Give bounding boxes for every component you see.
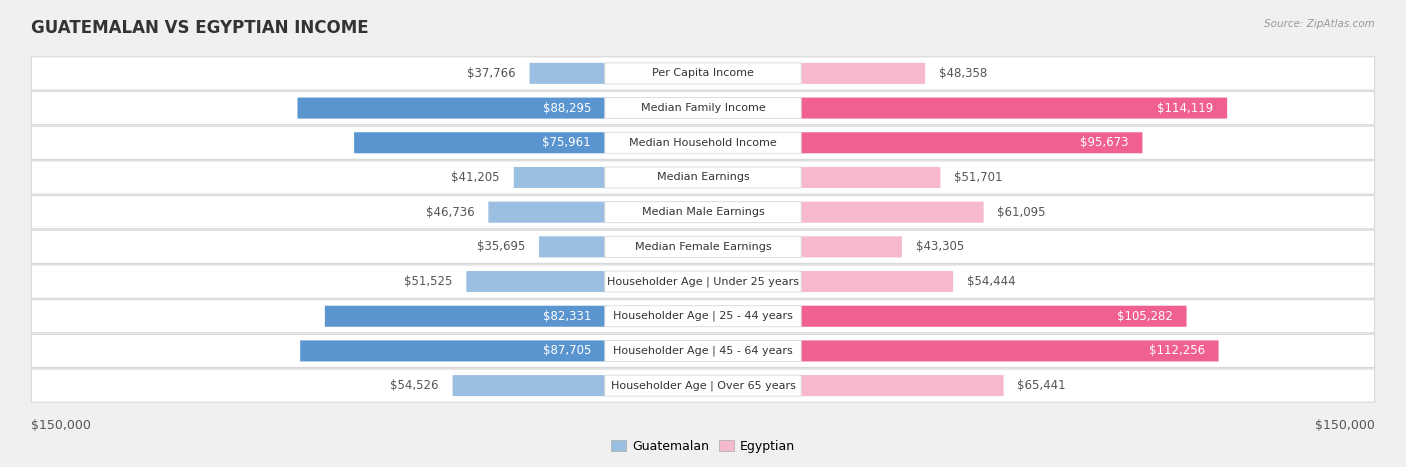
Text: Householder Age | Under 25 years: Householder Age | Under 25 years: [607, 276, 799, 287]
Text: $65,441: $65,441: [1018, 379, 1066, 392]
FancyBboxPatch shape: [605, 340, 801, 361]
Text: $150,000: $150,000: [31, 418, 91, 432]
Text: $88,295: $88,295: [543, 102, 591, 114]
Text: $112,256: $112,256: [1149, 345, 1205, 357]
FancyBboxPatch shape: [801, 271, 953, 292]
Text: $48,358: $48,358: [939, 67, 987, 80]
Text: Householder Age | 45 - 64 years: Householder Age | 45 - 64 years: [613, 346, 793, 356]
FancyBboxPatch shape: [31, 92, 1375, 125]
Text: Median Household Income: Median Household Income: [628, 138, 778, 148]
FancyBboxPatch shape: [31, 230, 1375, 263]
FancyBboxPatch shape: [31, 57, 1375, 90]
FancyBboxPatch shape: [605, 98, 801, 119]
FancyBboxPatch shape: [538, 236, 605, 257]
Text: GUATEMALAN VS EGYPTIAN INCOME: GUATEMALAN VS EGYPTIAN INCOME: [31, 19, 368, 37]
Text: $114,119: $114,119: [1157, 102, 1213, 114]
FancyBboxPatch shape: [605, 63, 801, 84]
Text: Median Family Income: Median Family Income: [641, 103, 765, 113]
FancyBboxPatch shape: [605, 271, 801, 292]
FancyBboxPatch shape: [467, 271, 605, 292]
FancyBboxPatch shape: [530, 63, 605, 84]
Text: Source: ZipAtlas.com: Source: ZipAtlas.com: [1264, 19, 1375, 28]
Text: Householder Age | Over 65 years: Householder Age | Over 65 years: [610, 380, 796, 391]
FancyBboxPatch shape: [801, 236, 901, 257]
FancyBboxPatch shape: [801, 167, 941, 188]
Text: $51,701: $51,701: [955, 171, 1002, 184]
FancyBboxPatch shape: [605, 167, 801, 188]
FancyBboxPatch shape: [801, 306, 1187, 327]
Text: Per Capita Income: Per Capita Income: [652, 68, 754, 78]
Text: $51,525: $51,525: [404, 275, 453, 288]
FancyBboxPatch shape: [513, 167, 605, 188]
FancyBboxPatch shape: [31, 334, 1375, 368]
Text: $41,205: $41,205: [451, 171, 501, 184]
Legend: Guatemalan, Egyptian: Guatemalan, Egyptian: [606, 435, 800, 458]
FancyBboxPatch shape: [31, 126, 1375, 159]
Text: Median Male Earnings: Median Male Earnings: [641, 207, 765, 217]
FancyBboxPatch shape: [801, 63, 925, 84]
Text: $87,705: $87,705: [543, 345, 591, 357]
Text: $54,526: $54,526: [391, 379, 439, 392]
FancyBboxPatch shape: [31, 196, 1375, 229]
FancyBboxPatch shape: [453, 375, 605, 396]
Text: $105,282: $105,282: [1116, 310, 1173, 323]
Text: $150,000: $150,000: [1315, 418, 1375, 432]
FancyBboxPatch shape: [605, 375, 801, 396]
Text: $75,961: $75,961: [543, 136, 591, 149]
Text: $35,695: $35,695: [477, 241, 526, 253]
FancyBboxPatch shape: [298, 98, 605, 119]
FancyBboxPatch shape: [605, 236, 801, 257]
FancyBboxPatch shape: [801, 132, 1143, 153]
FancyBboxPatch shape: [605, 306, 801, 327]
FancyBboxPatch shape: [801, 340, 1219, 361]
Text: Householder Age | 25 - 44 years: Householder Age | 25 - 44 years: [613, 311, 793, 321]
FancyBboxPatch shape: [31, 265, 1375, 298]
Text: Median Earnings: Median Earnings: [657, 172, 749, 183]
FancyBboxPatch shape: [299, 340, 605, 361]
FancyBboxPatch shape: [354, 132, 605, 153]
FancyBboxPatch shape: [605, 132, 801, 153]
Text: $37,766: $37,766: [467, 67, 516, 80]
Text: $43,305: $43,305: [915, 241, 965, 253]
Text: $54,444: $54,444: [967, 275, 1015, 288]
FancyBboxPatch shape: [31, 161, 1375, 194]
FancyBboxPatch shape: [325, 306, 605, 327]
FancyBboxPatch shape: [801, 98, 1227, 119]
FancyBboxPatch shape: [31, 369, 1375, 402]
FancyBboxPatch shape: [31, 300, 1375, 333]
FancyBboxPatch shape: [801, 375, 1004, 396]
Text: $46,736: $46,736: [426, 205, 475, 219]
FancyBboxPatch shape: [605, 202, 801, 223]
Text: $95,673: $95,673: [1080, 136, 1129, 149]
FancyBboxPatch shape: [488, 202, 605, 223]
Text: $82,331: $82,331: [543, 310, 591, 323]
FancyBboxPatch shape: [801, 202, 984, 223]
Text: $61,095: $61,095: [997, 205, 1046, 219]
Text: Median Female Earnings: Median Female Earnings: [634, 242, 772, 252]
